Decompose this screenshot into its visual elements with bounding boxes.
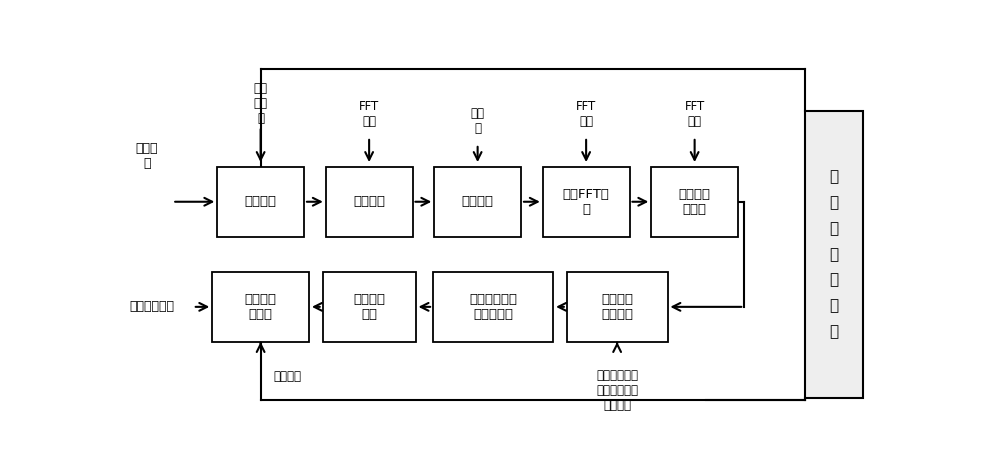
Text: 频率捕获结果: 频率捕获结果 (129, 300, 174, 313)
FancyBboxPatch shape (651, 167, 738, 237)
Text: 信号输
入: 信号输 入 (135, 142, 158, 170)
Text: 起始累加位置
结束累加位置
累加长度: 起始累加位置 结束累加位置 累加长度 (596, 369, 638, 412)
Text: FFT
长度: FFT 长度 (576, 100, 596, 128)
Text: 参
数
计
算
和
配
置: 参 数 计 算 和 配 置 (830, 169, 839, 339)
FancyBboxPatch shape (217, 167, 304, 237)
Text: 窗函
数: 窗函 数 (471, 107, 485, 135)
FancyBboxPatch shape (805, 111, 863, 398)
Text: 降采
样数
值: 降采 样数 值 (254, 82, 268, 125)
Text: 信号收集: 信号收集 (353, 195, 385, 208)
FancyBboxPatch shape (326, 167, 413, 237)
FancyBboxPatch shape (543, 167, 630, 237)
Text: FFT
段数: FFT 段数 (684, 100, 705, 128)
Text: 多次计算
求平均: 多次计算 求平均 (245, 293, 277, 321)
FancyBboxPatch shape (434, 167, 521, 237)
Text: 频谱匹配
循环累加: 频谱匹配 循环累加 (601, 293, 633, 321)
Text: 分段FFT运
算: 分段FFT运 算 (563, 188, 610, 216)
Text: 平均个数: 平均个数 (274, 370, 302, 384)
Text: 计算频率
偏移: 计算频率 偏移 (353, 293, 385, 321)
Text: 寻找匹配循环
累加谱峰值: 寻找匹配循环 累加谱峰值 (469, 293, 517, 321)
FancyBboxPatch shape (323, 272, 416, 342)
Text: 分段加窗: 分段加窗 (462, 195, 494, 208)
Text: 积分降速: 积分降速 (245, 195, 277, 208)
Text: 频谱非相
干累加: 频谱非相 干累加 (679, 188, 711, 216)
FancyBboxPatch shape (567, 272, 668, 342)
Text: FFT
长度: FFT 长度 (359, 100, 379, 128)
FancyBboxPatch shape (212, 272, 309, 342)
FancyBboxPatch shape (433, 272, 553, 342)
